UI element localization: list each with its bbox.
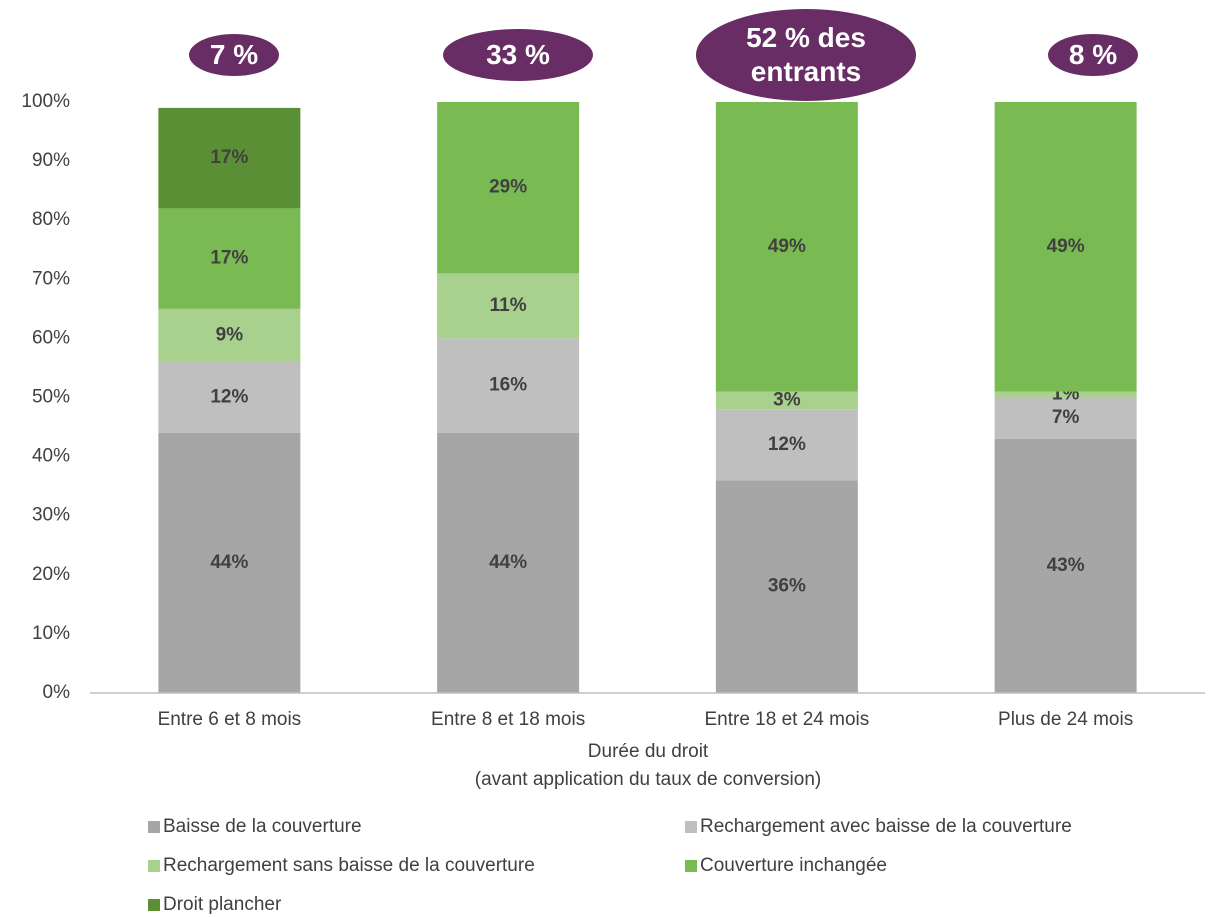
legend-label: Baisse de la couverture xyxy=(163,816,362,837)
data-label: 49% xyxy=(768,236,806,257)
data-label: 36% xyxy=(768,576,806,597)
share-badge: 52 % des entrants xyxy=(696,9,916,101)
data-label: 12% xyxy=(210,387,248,408)
bar-segment xyxy=(437,102,580,274)
bar-segment xyxy=(158,107,301,209)
legend-label: Rechargement avec baisse de la couvertur… xyxy=(700,816,1072,837)
y-tick-label: 70% xyxy=(32,268,70,289)
bar-segment xyxy=(158,308,301,363)
data-label: 17% xyxy=(210,248,248,269)
x-tick-label: Plus de 24 mois xyxy=(998,709,1133,730)
share-badge: 7 % xyxy=(189,34,279,76)
data-label: 43% xyxy=(1047,555,1085,576)
data-label: 17% xyxy=(210,147,248,168)
bar-segment xyxy=(715,391,858,410)
bar-segment xyxy=(715,409,858,481)
bar-segment xyxy=(994,102,1137,392)
legend-label: Droit plancher xyxy=(163,894,282,915)
y-tick-label: 40% xyxy=(32,446,70,467)
bar-segment xyxy=(715,102,858,392)
bar-segment xyxy=(158,208,301,309)
y-tick-label: 60% xyxy=(32,327,70,348)
y-tick-label: 30% xyxy=(32,505,70,526)
legend-label: Rechargement sans baisse de la couvertur… xyxy=(163,855,535,876)
bar-segment xyxy=(715,480,858,693)
bar-segment xyxy=(437,338,580,433)
y-tick-label: 90% xyxy=(32,150,70,171)
legend-swatch xyxy=(685,821,697,833)
x-tick-label: Entre 18 et 24 mois xyxy=(704,709,869,730)
y-tick-label: 10% xyxy=(32,623,70,644)
y-tick-label: 100% xyxy=(21,91,70,112)
bar-segment xyxy=(437,273,580,339)
legend-label: Couverture inchangée xyxy=(700,855,887,876)
data-label: 3% xyxy=(773,389,801,410)
data-label: 29% xyxy=(489,177,527,198)
y-tick-label: 0% xyxy=(43,682,71,703)
data-label: 11% xyxy=(490,295,527,316)
share-badge: 33 % xyxy=(443,29,593,81)
x-tick-label: Entre 8 et 18 mois xyxy=(431,709,585,730)
data-label: 12% xyxy=(768,434,806,455)
data-label: 7% xyxy=(1052,407,1080,428)
y-tick-label: 20% xyxy=(32,564,70,585)
legend-swatch xyxy=(148,860,160,872)
bar-segment xyxy=(158,362,301,433)
bar-segment xyxy=(994,397,1137,439)
x-axis-title: (avant application du taux de conversion… xyxy=(475,769,821,790)
y-tick-label: 80% xyxy=(32,209,70,230)
bar-segment xyxy=(994,438,1137,693)
data-label: 44% xyxy=(210,552,248,573)
y-tick-label: 50% xyxy=(32,387,70,408)
x-axis-title: Durée du droit xyxy=(588,741,709,762)
bar-segment xyxy=(437,432,580,693)
share-badge: 8 % xyxy=(1048,34,1138,76)
legend-swatch xyxy=(685,860,697,872)
legend-swatch xyxy=(148,821,160,833)
data-label: 44% xyxy=(489,552,527,573)
data-label: 16% xyxy=(489,375,527,396)
legend-swatch xyxy=(148,899,160,911)
bar-segment xyxy=(158,432,301,693)
data-label: 9% xyxy=(216,324,244,345)
x-tick-label: Entre 6 et 8 mois xyxy=(158,709,302,730)
data-label: 49% xyxy=(1047,236,1085,257)
bar-segment xyxy=(994,391,1137,398)
